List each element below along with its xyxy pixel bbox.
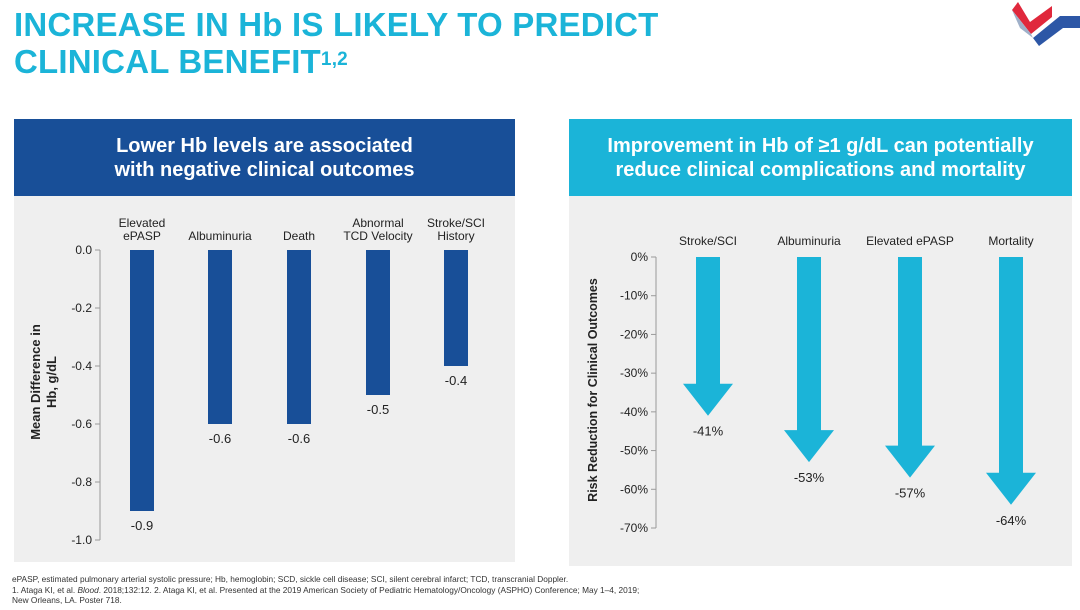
bar-value-label: -0.6 <box>288 431 310 446</box>
y-axis-label: Risk Reduction for Clinical Outcomes <box>586 278 600 502</box>
y-tick-label: -40% <box>620 405 648 419</box>
arrow-bar <box>885 257 935 478</box>
y-axis-label: Mean Difference inHb, g/dL <box>28 324 59 440</box>
brand-logo <box>1012 2 1080 46</box>
footnotes: ePASP, estimated pulmonary arterial syst… <box>12 574 1072 606</box>
category-label: Stroke/SCI <box>679 234 737 248</box>
arrow-bar <box>986 257 1036 505</box>
bar-value-label: -0.5 <box>367 402 389 417</box>
title-line-2: CLINICAL BENEFIT <box>14 43 321 80</box>
bar-value-label: -0.6 <box>209 431 231 446</box>
y-tick-label: -30% <box>620 366 648 380</box>
logo-blue-stroke <box>1033 16 1080 46</box>
y-tick-label: -10% <box>620 289 648 303</box>
right-heading-line-2: reduce clinical complications and mortal… <box>615 158 1026 181</box>
y-tick-label: -20% <box>620 327 648 341</box>
bar <box>208 250 232 424</box>
arrow-value-label: -53% <box>794 470 825 485</box>
y-tick-label: -60% <box>620 482 648 496</box>
bar <box>130 250 154 511</box>
bar-value-label: -0.4 <box>445 373 467 388</box>
category-label: Albuminuria <box>777 234 841 248</box>
right-panel-heading: Improvement in Hb of ≥1 g/dL can potenti… <box>569 119 1072 196</box>
y-tick-label: -0.8 <box>71 475 92 489</box>
left-heading-line-2: with negative clinical outcomes <box>114 158 415 181</box>
bar <box>444 250 468 366</box>
footnote-abbreviations: ePASP, estimated pulmonary arterial syst… <box>12 574 569 584</box>
left-heading-line-1: Lower Hb levels are associated <box>116 134 413 157</box>
page-title: INCREASE IN Hb IS LIKELY TO PREDICT CLIN… <box>14 6 659 80</box>
category-label: ePASP <box>123 229 161 243</box>
y-axis-label-line: Hb, g/dL <box>44 356 59 408</box>
category-label: TCD Velocity <box>343 229 412 243</box>
category-label: Elevated <box>119 216 166 230</box>
category-label: Death <box>283 229 315 243</box>
y-tick-label: -0.4 <box>71 359 92 373</box>
y-tick-label: -1.0 <box>71 533 92 547</box>
bar-value-label: -0.9 <box>131 518 153 533</box>
y-tick-label: -50% <box>620 444 648 458</box>
arrow-bar <box>683 257 733 416</box>
footnote-references-cont: New Orleans, LA. Poster 718. <box>12 595 122 605</box>
category-label: Abnormal <box>352 216 403 230</box>
y-tick-label: -70% <box>620 521 648 535</box>
right-heading-line-1: Improvement in Hb of ≥1 g/dL can potenti… <box>607 134 1034 157</box>
arrow-value-label: -64% <box>996 513 1027 528</box>
footnote-references: 1. Ataga KI, et al. Blood. 2018;132:12. … <box>12 584 640 595</box>
y-tick-label: 0.0 <box>75 243 92 257</box>
title-superscript: 1,2 <box>320 49 348 70</box>
y-axis-label-line: Mean Difference in <box>28 324 43 440</box>
left-panel-heading: Lower Hb levels are associated with nega… <box>14 119 515 196</box>
arrow-value-label: -57% <box>895 486 926 501</box>
arrow-bar <box>784 257 834 463</box>
category-label: History <box>437 229 474 243</box>
category-label: Elevated ePASP <box>866 234 954 248</box>
category-label: Mortality <box>988 234 1033 248</box>
category-label: Stroke/SCI <box>427 216 485 230</box>
category-label: Albuminuria <box>188 229 252 243</box>
bar <box>366 250 390 395</box>
arrow-value-label: -41% <box>693 424 724 439</box>
y-tick-label: -0.6 <box>71 417 92 431</box>
logo-red-stroke <box>1012 2 1052 34</box>
logo-light-stroke <box>1012 10 1033 38</box>
y-tick-label: -0.2 <box>71 301 92 315</box>
left-chart-panel <box>14 196 515 562</box>
bar <box>287 250 311 424</box>
y-tick-label: 0% <box>631 250 649 264</box>
title-line-1: INCREASE IN Hb IS LIKELY TO PREDICT <box>14 6 659 43</box>
